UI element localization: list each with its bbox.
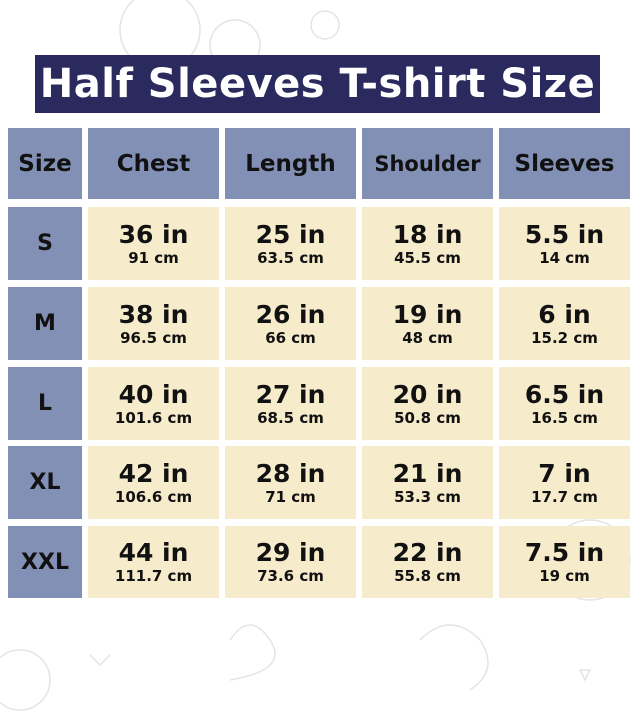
size-label: M <box>8 287 82 360</box>
inches-value: 7.5 in <box>524 538 605 567</box>
measurement-cell: 36 in 91 cm <box>88 207 219 280</box>
measurement-cell: 19 in 48 cm <box>362 287 493 360</box>
inches-value: 28 in <box>255 458 326 488</box>
cm-value: 66 cm <box>265 328 316 347</box>
inches-value: 26 in <box>255 299 326 329</box>
inches-value: 19 in <box>392 299 463 329</box>
cm-value: 55.8 cm <box>394 567 461 585</box>
cm-value: 96.5 cm <box>120 328 187 347</box>
measurement-cell: 6.5 in 16.5 cm <box>499 367 630 440</box>
cm-value: 53.3 cm <box>394 487 461 506</box>
cm-value: 17.7 cm <box>531 487 598 506</box>
measurement-cell: 20 in 50.8 cm <box>362 367 493 440</box>
inches-value: 40 in <box>118 379 189 409</box>
size-label: L <box>8 367 82 440</box>
inches-value: 25 in <box>255 219 326 249</box>
measurement-cell: 40 in 101.6 cm <box>88 367 219 440</box>
inches-value: 6 in <box>538 299 591 329</box>
measurement-cell: 6 in 15.2 cm <box>499 287 630 360</box>
inches-value: 7 in <box>538 458 591 488</box>
measurement-cell: 18 in 45.5 cm <box>362 207 493 280</box>
inches-value: 5.5 in <box>524 219 605 249</box>
header-size: Size <box>8 128 82 199</box>
inches-value: 20 in <box>392 379 463 409</box>
measurement-cell: 25 in 63.5 cm <box>225 207 356 280</box>
cm-value: 63.5 cm <box>257 248 324 267</box>
header-chest: Chest <box>88 128 219 199</box>
measurement-cell: 21 in 53.3 cm <box>362 446 493 519</box>
size-label: XXL <box>8 526 82 598</box>
cm-value: 73.6 cm <box>257 567 324 585</box>
header-sleeves: Sleeves <box>499 128 630 199</box>
cm-value: 14 cm <box>539 248 590 267</box>
inches-value: 21 in <box>392 458 463 488</box>
size-label: S <box>8 207 82 280</box>
measurement-cell: 27 in 68.5 cm <box>225 367 356 440</box>
inches-value: 36 in <box>118 219 189 249</box>
cm-value: 101.6 cm <box>114 408 193 427</box>
measurement-cell: 7 in 17.7 cm <box>499 446 630 519</box>
measurement-cell: 28 in 71 cm <box>225 446 356 519</box>
measurement-cell: 26 in 66 cm <box>225 287 356 360</box>
measurement-cell: 42 in 106.6 cm <box>88 446 219 519</box>
cm-value: 15.2 cm <box>531 328 598 347</box>
measurement-cell: 44 in 111.7 cm <box>88 526 219 598</box>
inches-value: 29 in <box>255 538 326 567</box>
page-title: Half Sleeves T-shirt Size <box>35 55 600 113</box>
inches-value: 27 in <box>255 379 326 409</box>
cm-value: 48 cm <box>402 328 453 347</box>
cm-value: 111.7 cm <box>114 567 193 585</box>
inches-value: 6.5 in <box>524 379 605 409</box>
cm-value: 45.5 cm <box>394 248 461 267</box>
measurement-cell: 7.5 in 19 cm <box>499 526 630 598</box>
inches-value: 44 in <box>118 538 189 567</box>
cm-value: 106.6 cm <box>114 487 193 506</box>
inches-value: 38 in <box>118 299 189 329</box>
size-label: XL <box>8 446 82 519</box>
inches-value: 22 in <box>392 538 463 567</box>
header-shoulder: Shoulder <box>362 128 493 199</box>
cm-value: 50.8 cm <box>394 408 461 427</box>
inches-value: 42 in <box>118 458 189 488</box>
measurement-cell: 22 in 55.8 cm <box>362 526 493 598</box>
cm-value: 16.5 cm <box>531 408 598 427</box>
measurement-cell: 38 in 96.5 cm <box>88 287 219 360</box>
measurement-cell: 5.5 in 14 cm <box>499 207 630 280</box>
cm-value: 91 cm <box>128 248 179 267</box>
measurement-cell: 29 in 73.6 cm <box>225 526 356 598</box>
cm-value: 71 cm <box>265 487 316 506</box>
cm-value: 19 cm <box>539 567 590 585</box>
cm-value: 68.5 cm <box>257 408 324 427</box>
header-length: Length <box>225 128 356 199</box>
inches-value: 18 in <box>392 219 463 249</box>
